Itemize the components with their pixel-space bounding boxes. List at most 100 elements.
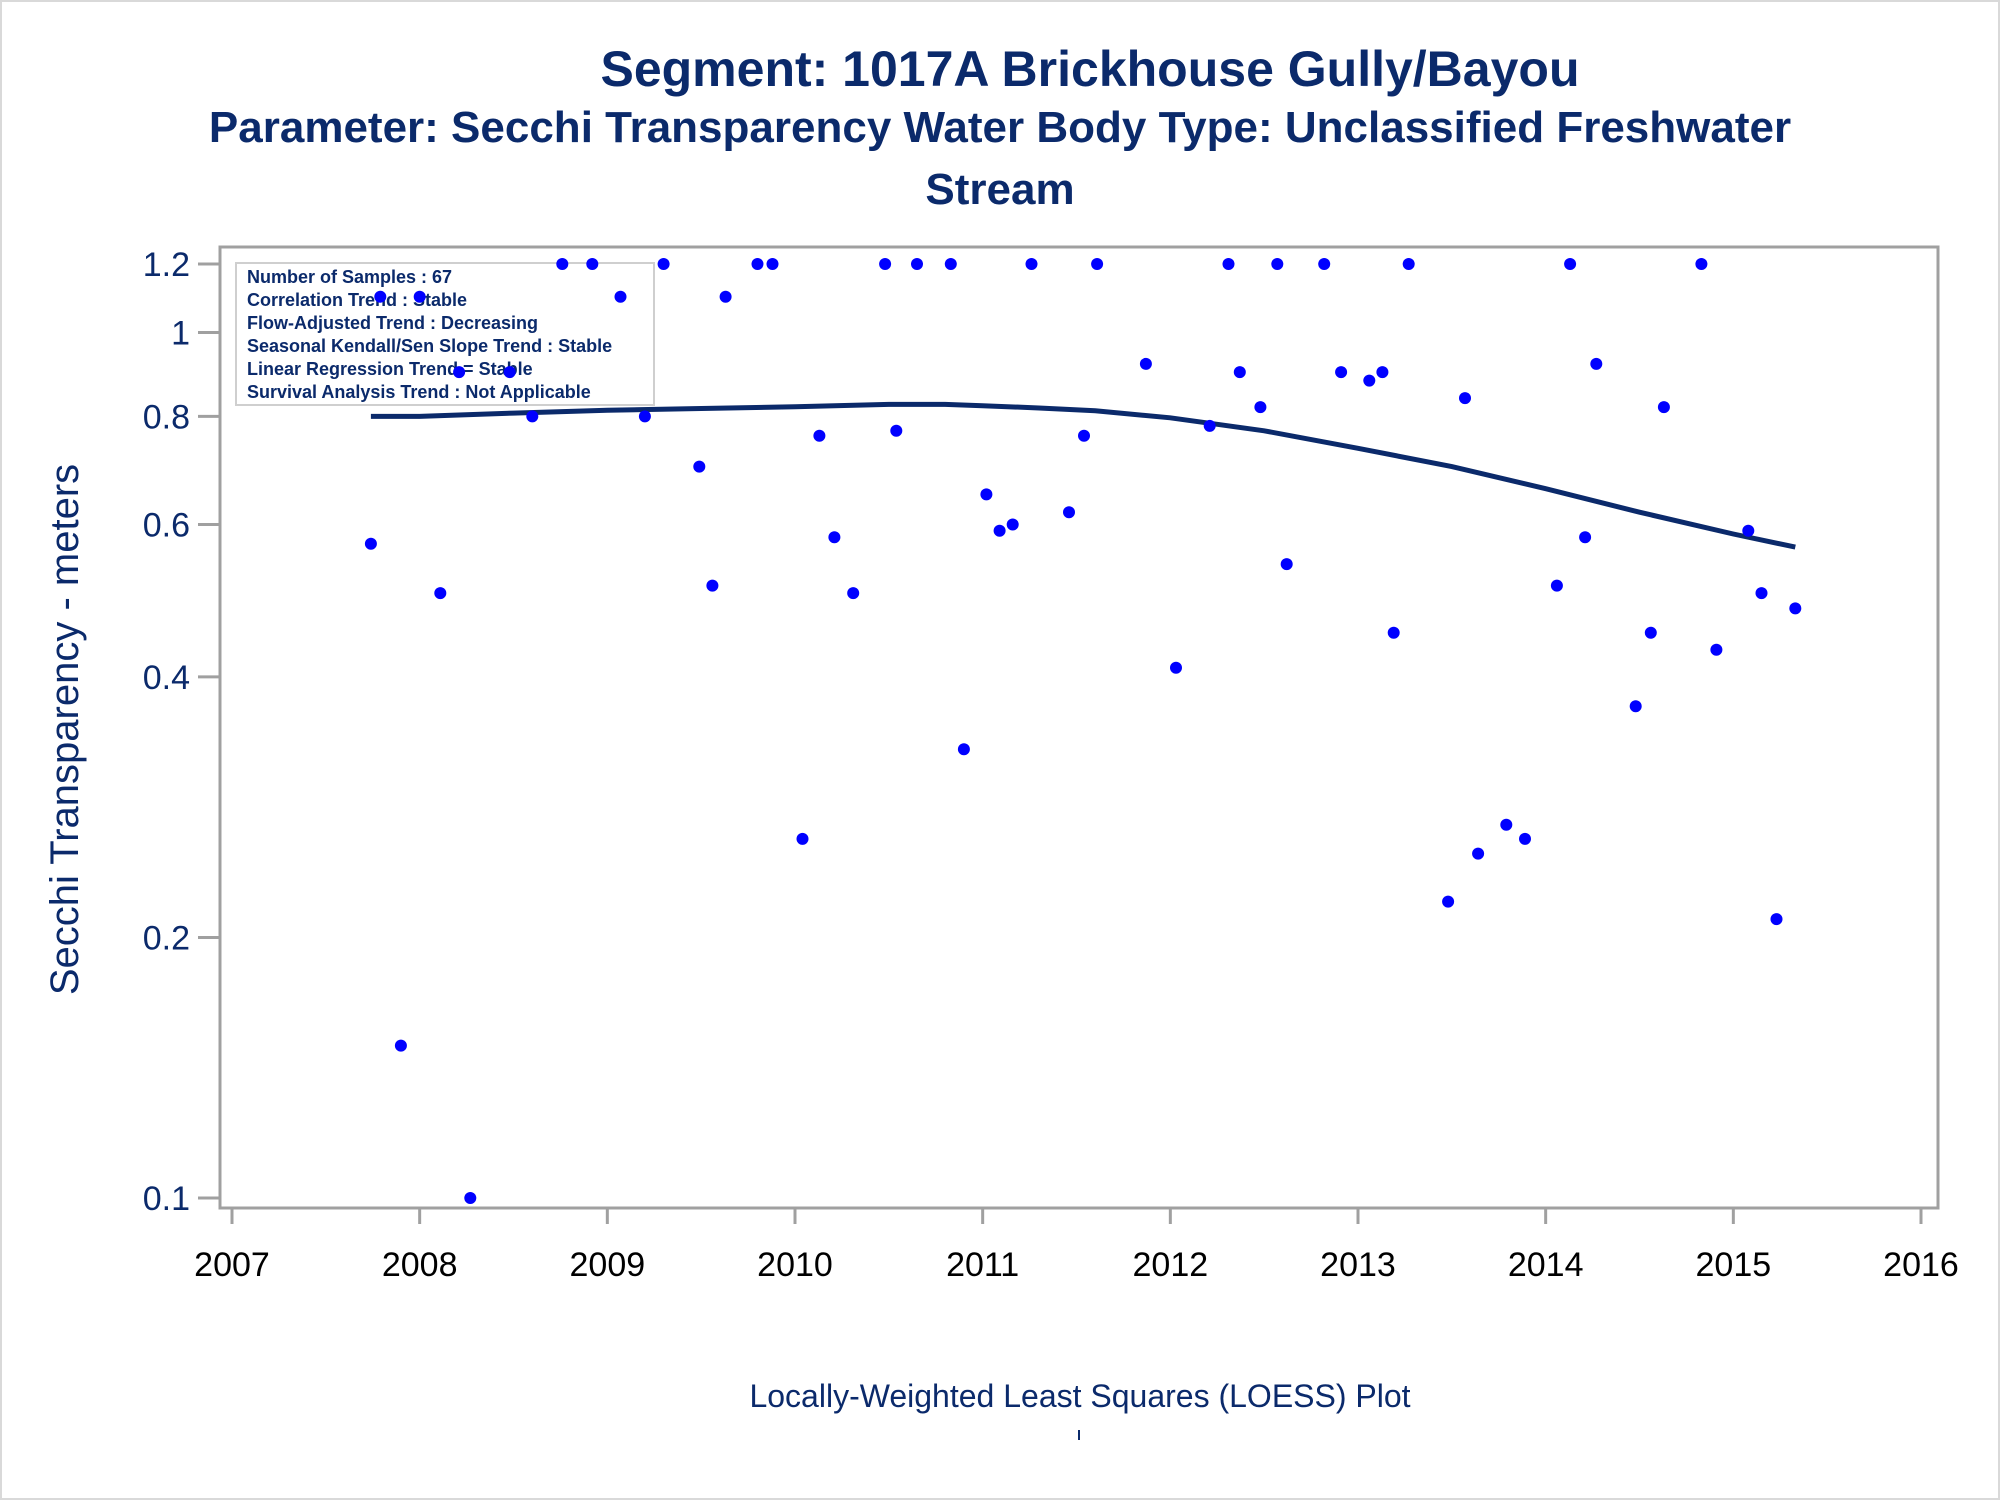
data-point (1442, 895, 1455, 908)
data-point (980, 488, 993, 501)
chart-subtitle-line2: Stream (925, 165, 1075, 214)
data-point (1629, 700, 1642, 713)
data-point (503, 366, 516, 379)
data-point (1091, 258, 1104, 270)
data-point (464, 1192, 477, 1204)
data-point (1402, 258, 1415, 270)
data-point (993, 524, 1006, 537)
data-point (1318, 258, 1331, 270)
chart-subtitle-line1: Parameter: Secchi Transparency Water Bod… (208, 103, 1792, 152)
x-tick-label: 2010 (757, 1246, 833, 1284)
y-tick-label: 0.6 (143, 507, 190, 545)
data-point (1254, 401, 1267, 414)
loess-line (370, 401, 1796, 550)
data-point (1710, 643, 1723, 656)
data-point (813, 429, 826, 442)
data-point (556, 258, 569, 270)
data-point (657, 258, 670, 270)
data-point (719, 290, 732, 303)
x-tick-label: 2016 (1883, 1246, 1959, 1284)
data-point (453, 366, 466, 379)
stats-line: Survival Analysis Trend : Not Applicable (247, 382, 591, 402)
data-point (1550, 579, 1563, 592)
y-tick-label: 0.2 (143, 919, 190, 957)
stats-line: Correlation Trend : Stable (247, 290, 467, 310)
data-point (796, 832, 809, 845)
data-point (374, 290, 387, 303)
data-point (526, 410, 539, 423)
caption-tick-mark (1078, 1430, 1080, 1440)
data-point (1387, 626, 1400, 639)
data-point (1644, 626, 1657, 639)
y-axis-title: Secchi Transparency - meters (43, 464, 87, 995)
data-point (766, 258, 779, 270)
data-point (828, 531, 841, 544)
data-point (944, 258, 957, 270)
data-point (1335, 366, 1348, 379)
x-tick-label: 2007 (194, 1246, 270, 1284)
data-point (1770, 913, 1783, 926)
data-point (434, 587, 447, 600)
stats-line: Linear Regression Trend = Stable (247, 359, 533, 379)
data-point (1280, 558, 1293, 571)
x-tick-label: 2012 (1133, 1246, 1209, 1284)
stats-line: Seasonal Kendall/Sen Slope Trend : Stabl… (247, 336, 612, 356)
data-point (1363, 374, 1376, 387)
x-tick-label: 2011 (946, 1246, 1019, 1284)
data-point (413, 290, 426, 303)
data-point (1139, 357, 1152, 370)
data-point (638, 410, 651, 423)
data-point (1063, 506, 1075, 519)
data-point (751, 258, 764, 270)
x-tick-label: 2008 (382, 1246, 458, 1284)
y-tick-label: 0.4 (143, 659, 190, 697)
data-point (1472, 847, 1485, 860)
data-point (957, 743, 970, 756)
data-point (1657, 401, 1670, 414)
data-point (1222, 258, 1235, 270)
data-point (614, 290, 627, 303)
data-point (1500, 818, 1513, 831)
data-point (1006, 518, 1019, 531)
stats-line: Flow-Adjusted Trend : Decreasing (247, 313, 538, 333)
data-point (1078, 429, 1090, 442)
x-tick-label: 2013 (1320, 1246, 1396, 1284)
chart-title: Segment: 1017A Brickhouse Gully/Bayou (600, 41, 1580, 97)
data-point (1459, 392, 1471, 405)
x-tick-label: 2014 (1508, 1246, 1584, 1284)
data-point (911, 258, 923, 270)
plot-caption: Locally-Weighted Least Squares (LOESS) P… (749, 1378, 1411, 1414)
data-point (706, 579, 719, 592)
data-point (1695, 258, 1708, 270)
data-point (847, 587, 860, 600)
data-point (1025, 258, 1038, 270)
data-point (1564, 258, 1577, 270)
data-point (1590, 357, 1603, 370)
plot-area-border (218, 245, 1940, 1210)
data-point (879, 258, 892, 270)
y-tick-label: 1.2 (143, 246, 190, 284)
data-point (1755, 587, 1768, 600)
y-tick-label: 0.8 (143, 398, 190, 436)
data-point (1203, 419, 1216, 432)
stats-line: Number of Samples : 67 (247, 267, 452, 287)
data-point (394, 1039, 407, 1052)
data-point (1233, 366, 1246, 379)
y-tick-label: 1 (171, 315, 190, 353)
data-point (1579, 531, 1592, 544)
stats-box (235, 262, 655, 406)
data-point (586, 258, 599, 270)
x-tick-label: 2015 (1696, 1246, 1772, 1284)
data-point (890, 424, 903, 437)
data-point (1789, 602, 1802, 615)
data-point (1742, 524, 1755, 537)
data-point (693, 460, 706, 473)
data-point (1376, 366, 1389, 379)
x-tick-label: 2009 (570, 1246, 646, 1284)
data-point (1519, 832, 1531, 845)
data-point (1271, 258, 1284, 270)
data-point (364, 537, 377, 550)
y-tick-label: 0.1 (143, 1180, 190, 1218)
